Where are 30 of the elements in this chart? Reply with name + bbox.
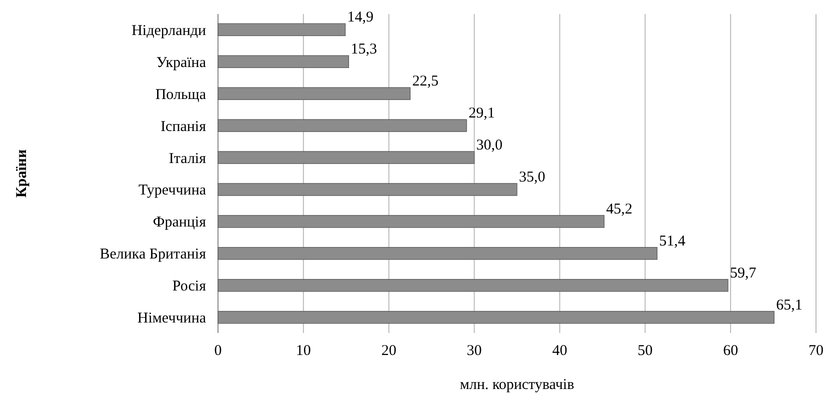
data-label: 59,7 (730, 265, 757, 282)
x-tick-label: 30 (466, 343, 482, 359)
y-tick-label: Італія (168, 150, 206, 167)
y-tick-label: Велика Британія (100, 246, 206, 263)
y-tick-label: Німеччина (137, 310, 206, 327)
y-tick-label: Іспанія (160, 118, 206, 135)
x-tick-label: 20 (381, 343, 396, 359)
x-tick-label: 60 (723, 343, 738, 359)
x-tick-label: 0 (214, 343, 222, 359)
data-label: 30,0 (476, 137, 503, 154)
y-tick-label: Росія (172, 278, 206, 295)
x-tick-label: 70 (808, 343, 824, 359)
data-label: 15,3 (350, 42, 377, 58)
x-axis-title: млн. користувачів (460, 377, 574, 393)
y-tick-label: Туреччина (138, 182, 206, 199)
x-tick-label: 40 (552, 343, 568, 359)
y-tick-label: Україна (156, 54, 206, 71)
x-tick-label: 10 (296, 343, 311, 359)
data-label: 35,0 (519, 169, 546, 186)
y-tick-label: Франція (152, 214, 206, 231)
data-label: 45,2 (606, 201, 632, 218)
y-tick-label: Нідерланди (132, 22, 206, 39)
data-label: 51,4 (659, 233, 686, 250)
data-label: 29,1 (468, 105, 495, 122)
data-label: 65,1 (776, 297, 802, 314)
data-label: 14,9 (347, 10, 374, 26)
y-axis-title: Країни (14, 149, 30, 198)
data-label: 22,5 (412, 74, 438, 90)
y-tick-label: Польща (155, 86, 206, 103)
x-tick-label: 50 (638, 343, 653, 359)
